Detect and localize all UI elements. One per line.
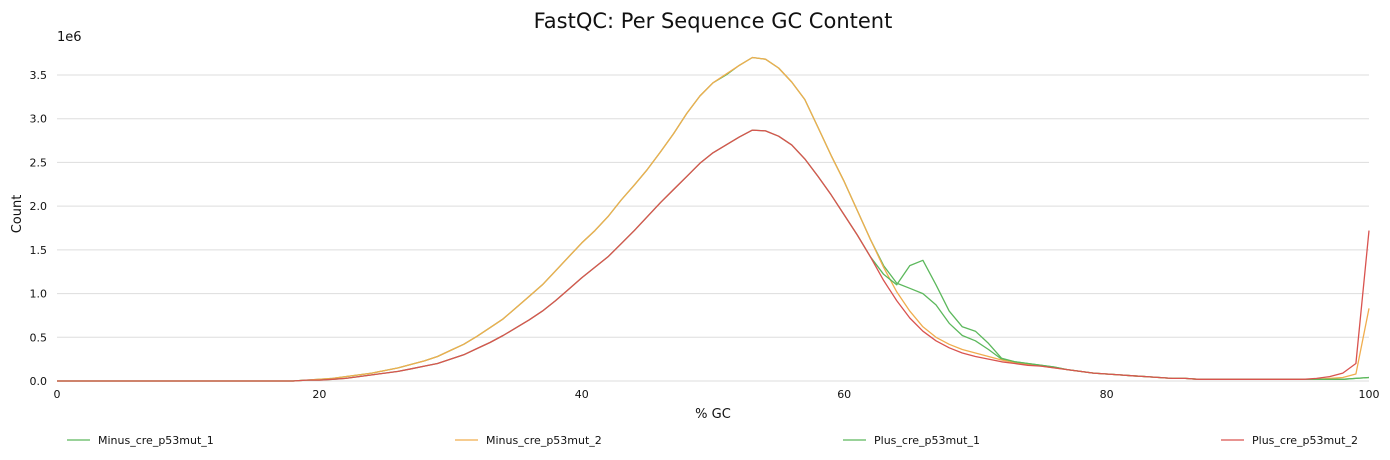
series-line-Plus_cre_p53mut_1[interactable] <box>57 129 1370 382</box>
y-tick-label: 1.0 <box>30 288 48 301</box>
y-axis-multiplier: 1e6 <box>57 30 82 45</box>
x-tick-label: 60 <box>837 388 851 401</box>
y-tick-label: 0.0 <box>30 375 48 388</box>
y-tick-label: 3.5 <box>30 69 48 82</box>
legend-label: Minus_cre_p53mut_1 <box>98 434 214 447</box>
series-line-Plus_cre_p53mut_2[interactable] <box>57 129 1370 382</box>
legend: Minus_cre_p53mut_1 Minus_cre_p53mut_2 Plus… <box>67 434 1358 447</box>
legend-item[interactable]: Minus_cre_p53mut_2 <box>455 434 602 447</box>
legend-item[interactable]: Minus_cre_p53mut_1 <box>67 434 214 447</box>
y-tick-label: 2.5 <box>30 156 48 169</box>
series-lines <box>57 56 1370 382</box>
y-axis-label: Count <box>10 195 25 234</box>
y-tick-label: 0.5 <box>30 331 48 344</box>
grid-lines <box>57 74 1369 382</box>
x-tick-label: 100 <box>1359 388 1380 401</box>
x-tick-label: 40 <box>575 388 589 401</box>
y-tick-label: 1.5 <box>30 244 48 257</box>
x-tick-label: 80 <box>1100 388 1114 401</box>
y-tick-label: 3.0 <box>30 113 48 126</box>
legend-label: Plus_cre_p53mut_1 <box>874 434 980 447</box>
legend-label: Minus_cre_p53mut_2 <box>486 434 602 447</box>
series-line-Minus_cre_p53mut_1[interactable] <box>57 56 1370 382</box>
x-axis-label: % GC <box>695 407 731 422</box>
x-tick-label: 0 <box>54 388 61 401</box>
x-axis-ticks: 0 20 40 60 80 100 <box>54 388 1380 401</box>
chart-title: FastQC: Per Sequence GC Content <box>534 9 893 33</box>
y-axis-ticks: 0.0 0.5 1.0 1.5 2.0 2.5 3.0 3.5 <box>30 69 48 388</box>
x-tick-label: 20 <box>312 388 326 401</box>
series-line-Minus_cre_p53mut_2[interactable] <box>57 56 1370 382</box>
legend-item[interactable]: Plus_cre_p53mut_1 <box>843 434 980 447</box>
legend-label: Plus_cre_p53mut_2 <box>1252 434 1358 447</box>
legend-item[interactable]: Plus_cre_p53mut_2 <box>1221 434 1358 447</box>
y-tick-label: 2.0 <box>30 200 48 213</box>
